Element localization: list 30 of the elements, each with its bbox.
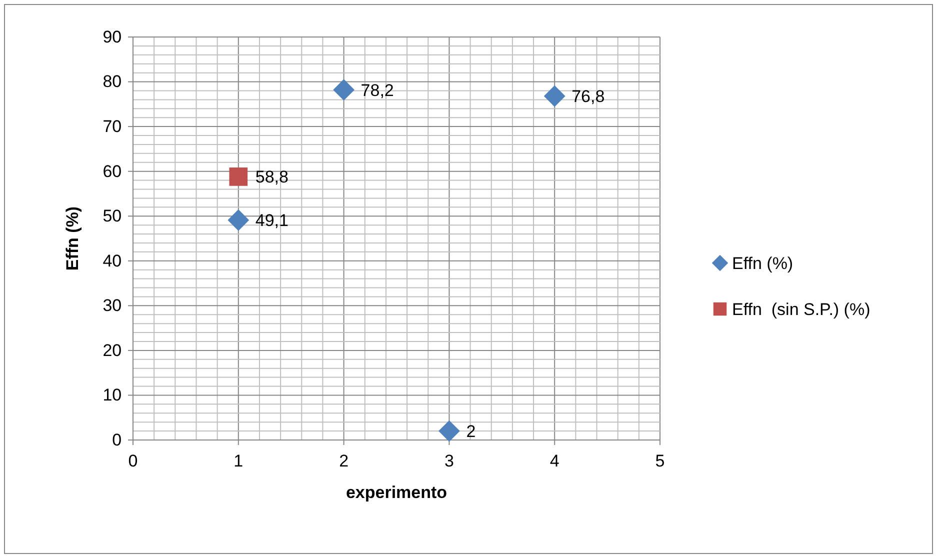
data-label: 76,8 [572, 87, 605, 106]
y-tick-label: 0 [112, 430, 122, 450]
point [333, 79, 354, 100]
x-tick-label: 5 [655, 452, 665, 471]
x-tick-label: 3 [444, 452, 454, 471]
y-tick-label: 20 [102, 340, 122, 360]
y-tick-label: 40 [102, 251, 122, 270]
point [544, 86, 566, 107]
x-tick-label: 4 [550, 452, 560, 471]
point [438, 420, 460, 442]
x-axis-title: experimento [346, 483, 448, 502]
y-tick-label: 90 [102, 27, 122, 46]
data-label: 58,8 [255, 168, 288, 187]
x-tick-label: 0 [128, 452, 138, 471]
data-label: 49,1 [255, 211, 288, 230]
data-label: 78,2 [360, 80, 394, 100]
y-tick-label: 50 [102, 206, 122, 226]
y-tick-label: 80 [102, 72, 122, 92]
y-axis-title: Effn (%) [63, 206, 82, 271]
legend-label: Effn (sin S.P.) (%) [732, 300, 870, 319]
x-tick-label: 1 [234, 452, 244, 471]
y-tick-label: 30 [102, 296, 122, 316]
point [229, 168, 248, 186]
y-tick-label: 10 [102, 386, 122, 405]
data-label: 2 [466, 422, 476, 442]
legend-label: Effn (%) [732, 254, 794, 273]
y-tick-label: 70 [102, 116, 122, 136]
y-tick-label: 60 [102, 162, 122, 181]
x-tick-label: 2 [339, 452, 349, 471]
point [228, 210, 249, 231]
